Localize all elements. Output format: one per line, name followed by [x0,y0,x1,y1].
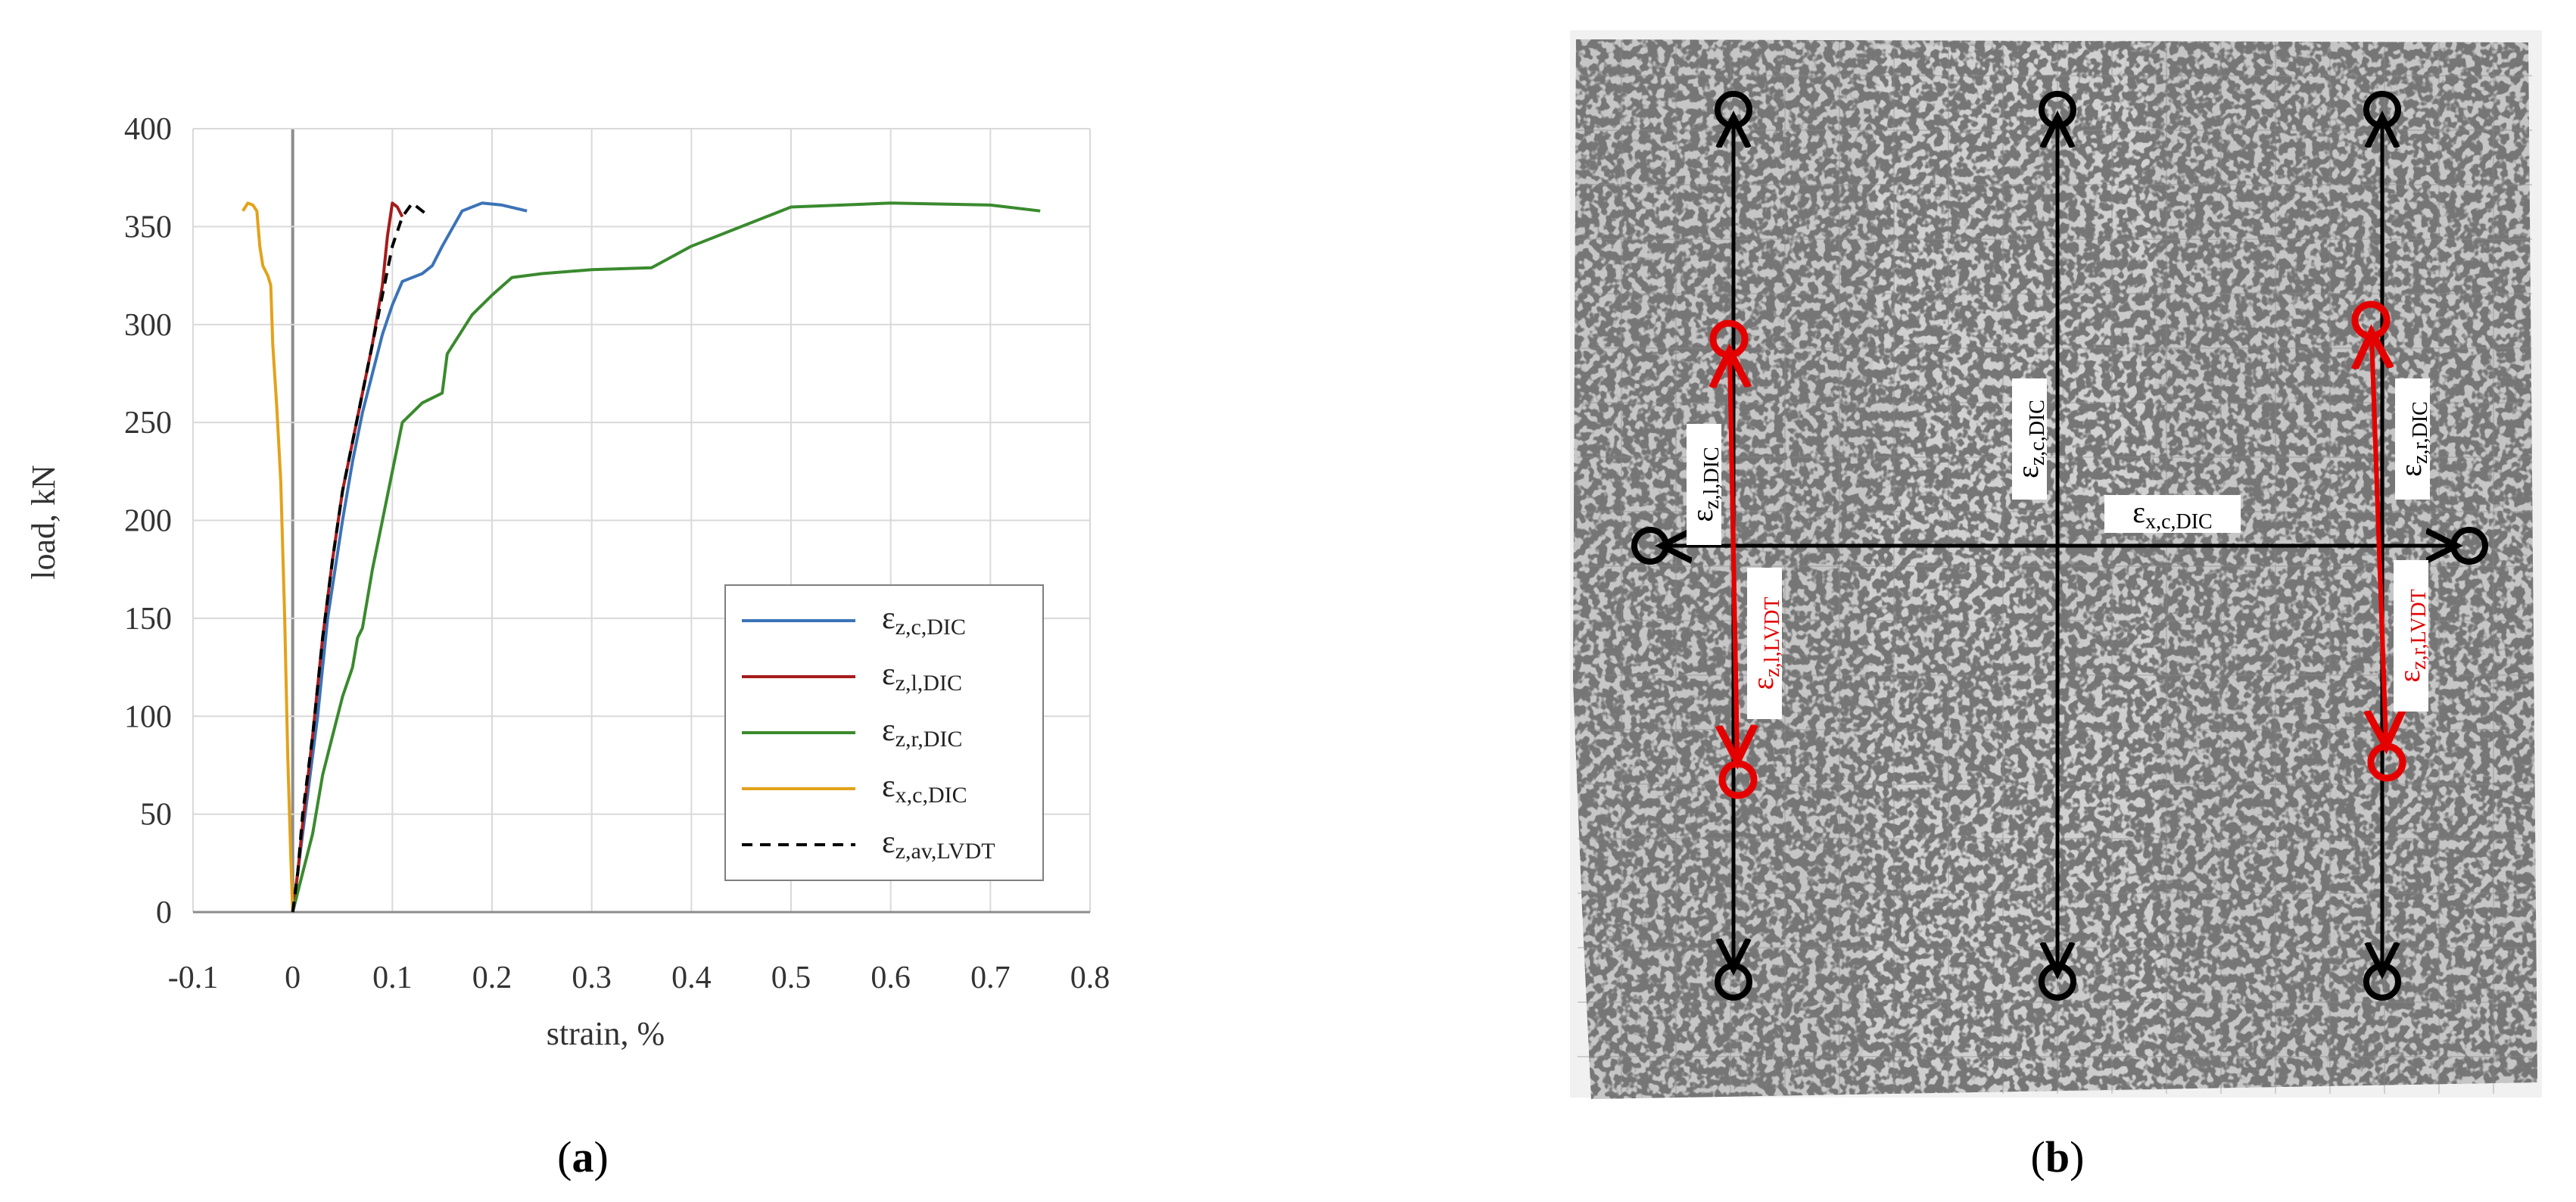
legend-label: εz,r,DIC [882,713,962,752]
svg-text:εx,c,DIC: εx,c,DIC [2132,495,2212,534]
series-line [241,201,294,913]
x-tick-label: 0.4 [671,961,712,995]
y-tick-label: 150 [124,602,172,637]
specimen-photo-panel-b: εz,l,DIC εz,c,DIC εz,r,DIC εx,c,DIC εz,l… [1570,30,2542,1099]
svg-text:εz,c,DIC: εz,c,DIC [2011,400,2049,478]
gauge-endpoint-marker [2363,91,2401,129]
y-tick-label: 0 [156,895,172,930]
legend-label: εz,l,DIC [882,657,962,696]
x-tick-label: 0 [285,961,301,995]
chart-series [241,201,1041,913]
lvdt-endpoint-marker [1709,319,1749,359]
x-tick-labels: -0.1 0 0.1 0.2 0.3 0.4 0.5 0.6 0.7 0.8 [168,961,1110,995]
x-tick-label: 0.8 [1070,961,1110,995]
lvdt-red-endpoints [1709,300,2406,799]
dic-black-gauges [1665,121,2453,969]
annotation-right-lvdt: εz,r,LVDT [2392,560,2431,712]
x-tick-label: 0.5 [771,961,811,995]
svg-text:εz,l,LVDT: εz,l,LVDT [1746,596,1784,690]
x-tick-label: 0.3 [572,961,612,995]
svg-text:εz,r,LVDT: εz,r,LVDT [2392,589,2431,683]
x-tick-label: 0.7 [970,961,1011,995]
legend-label: εx,c,DIC [882,769,967,808]
photo-grid [1578,42,2532,1094]
annotation-horizontal-dic: εx,c,DIC [2104,495,2241,534]
gauge-endpoint-marker [1715,91,1752,129]
y-tick-label: 350 [124,210,172,244]
annotation-center-dic: εz,c,DIC [2011,378,2049,500]
lvdt-endpoint-marker [1718,760,1758,799]
x-axis-label: strain, % [547,1015,665,1052]
left-lvdt-line-down [1730,355,1737,757]
panel-a-label: (a) [557,1132,609,1182]
legend-label: εz,c,DIC [882,601,966,640]
legend-label: εz,av,LVDT [882,825,995,864]
y-tick-labels: 0 50 100 150 200 250 300 350 400 [124,112,172,930]
series-line [291,201,428,913]
x-tick-label: 0.6 [871,961,911,995]
y-tick-label: 200 [124,504,172,539]
svg-text:εz,l,DIC: εz,l,DIC [1685,447,1724,522]
gauge-endpoint-marker [1715,963,1752,1001]
lvdt-endpoint-marker [2351,300,2391,340]
series-line [291,201,528,913]
annotation-left-lvdt: εz,l,LVDT [1746,568,1784,719]
specimen-speckle-pattern [1573,39,2537,1099]
chart-legend: εz,c,DIC εz,l,DIC εz,r,DIC εx,c,DIC εz,av,LV… [724,584,1044,881]
gauge-endpoint-marker [2039,91,2076,129]
series-line [291,201,1041,913]
y-tick-label: 100 [124,699,172,734]
annotation-left-dic: εz,l,DIC [1685,424,1724,545]
chart-panel-a: -0.1 0 0.1 0.2 0.3 0.4 0.5 0.6 0.7 0.8 0 50 100 150 2… [25,112,1110,1052]
y-axis-label: load, kN [25,465,62,580]
gauge-endpoint-marker [1631,527,1669,565]
series-line [291,201,404,913]
lvdt-red-gauges [1730,337,2386,757]
gauge-endpoint-marker [2450,527,2488,565]
y-tick-label: 50 [140,798,172,833]
y-tick-label: 250 [124,406,172,441]
x-tick-label: -0.1 [168,961,219,995]
lvdt-endpoint-marker [2367,743,2406,782]
x-tick-label: 0.2 [472,961,512,995]
svg-text:εz,r,DIC: εz,r,DIC [2394,401,2432,477]
x-tick-label: 0.1 [372,961,413,995]
gauge-endpoint-marker [2363,963,2401,1001]
y-tick-label: 300 [124,308,172,343]
annotation-right-dic: εz,r,DIC [2394,378,2432,500]
gauge-endpoint-marker [2039,963,2076,1001]
dic-black-endpoints [1631,91,2488,1001]
y-tick-label: 400 [124,112,172,147]
right-lvdt-line-down [2372,336,2386,742]
panel-b-label: (b) [2031,1132,2085,1182]
